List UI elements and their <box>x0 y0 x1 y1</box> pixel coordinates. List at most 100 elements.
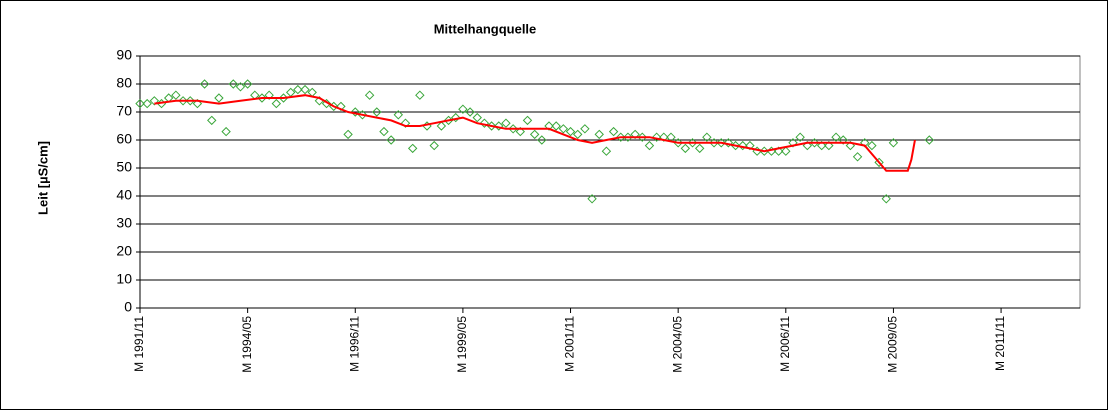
data-point <box>630 129 640 140</box>
data-point <box>738 140 748 151</box>
data-point <box>185 96 195 106</box>
data-point <box>637 132 647 142</box>
data-point <box>271 98 282 109</box>
data-point <box>594 129 604 140</box>
y-tick-label: 20 <box>116 243 132 259</box>
data-point <box>723 138 734 148</box>
x-tick-label: M 2001/11 <box>563 316 577 372</box>
data-point <box>608 126 619 137</box>
data-point <box>336 101 346 112</box>
data-point <box>709 138 719 148</box>
y-tick-label: 60 <box>116 131 132 147</box>
data-point <box>451 112 461 123</box>
y-tick-label: 0 <box>124 299 132 315</box>
data-point <box>508 124 518 134</box>
x-tick-label: M 2004/05 <box>670 316 684 373</box>
data-point <box>199 79 210 89</box>
data-point <box>687 138 698 148</box>
data-point <box>350 107 360 117</box>
y-tick-label: 80 <box>116 75 132 91</box>
data-point <box>867 140 877 151</box>
data-point <box>601 146 612 156</box>
data-point <box>257 93 267 103</box>
data-point <box>472 112 482 123</box>
data-point <box>573 129 583 140</box>
data-point <box>745 140 755 151</box>
data-point <box>565 126 576 137</box>
data-point <box>623 132 633 142</box>
data-point <box>214 93 224 103</box>
data-point <box>364 90 375 100</box>
y-tick-label: 90 <box>116 47 132 63</box>
data-point <box>580 124 590 134</box>
data-point <box>142 98 152 109</box>
data-point <box>494 121 504 131</box>
x-tick-label: M 1991/11 <box>132 316 146 372</box>
chart-title: Mittelhangquelle <box>434 21 537 36</box>
data-point <box>702 132 712 142</box>
data-point <box>544 121 554 131</box>
data-point <box>522 115 533 126</box>
y-tick-label: 70 <box>116 103 132 119</box>
data-point <box>221 126 231 137</box>
x-tick-label: M 1996/11 <box>347 316 361 372</box>
data-point <box>235 82 246 92</box>
trend-line <box>154 94 916 172</box>
y-tick-label: 30 <box>116 215 132 231</box>
data-point <box>716 138 726 148</box>
data-point <box>429 140 439 151</box>
data-point <box>659 132 669 142</box>
data-point <box>816 140 827 151</box>
data-point <box>838 135 848 145</box>
data-point <box>881 194 891 204</box>
x-tick-label: M 2009/05 <box>886 316 900 373</box>
data-point <box>178 96 188 106</box>
data-point <box>379 126 389 137</box>
x-tick-label: M 1994/05 <box>240 316 254 373</box>
data-point <box>228 79 238 89</box>
data-point <box>781 146 791 156</box>
data-point <box>415 90 425 100</box>
data-point <box>529 129 540 140</box>
data-point <box>400 118 411 128</box>
data-point <box>393 110 404 120</box>
data-point <box>824 140 834 151</box>
data-point <box>293 84 303 95</box>
data-point <box>651 132 662 142</box>
data-point <box>242 79 253 89</box>
data-point <box>321 98 332 109</box>
data-point <box>135 98 145 109</box>
data-point <box>788 138 798 148</box>
data-point <box>372 107 382 117</box>
data-point <box>587 194 597 204</box>
data-point <box>264 90 274 100</box>
x-tick-label: M 2011/11 <box>993 316 1007 371</box>
data-point <box>874 157 884 168</box>
data-point <box>407 143 418 154</box>
data-point <box>616 132 626 142</box>
data-point <box>501 118 511 128</box>
data-point <box>809 138 820 148</box>
data-point <box>558 124 569 134</box>
data-point <box>207 115 217 126</box>
data-point <box>465 107 475 117</box>
data-point <box>644 140 655 151</box>
data-point <box>694 143 705 154</box>
data-point <box>831 132 841 142</box>
data-point <box>537 135 547 145</box>
x-tick-label: M 1999/05 <box>455 316 469 373</box>
y-axis-title: Leit [µS/cm] <box>35 141 50 215</box>
data-point <box>515 126 526 137</box>
data-point <box>436 121 447 131</box>
data-point <box>479 118 490 128</box>
data-point <box>192 98 203 109</box>
data-point <box>300 84 310 95</box>
data-point <box>149 96 160 106</box>
data-point <box>924 135 935 145</box>
data-point <box>386 135 396 145</box>
data-point <box>888 138 899 148</box>
plot-area <box>139 55 1081 309</box>
data-point <box>171 90 181 100</box>
y-tick-label: 10 <box>116 271 132 287</box>
